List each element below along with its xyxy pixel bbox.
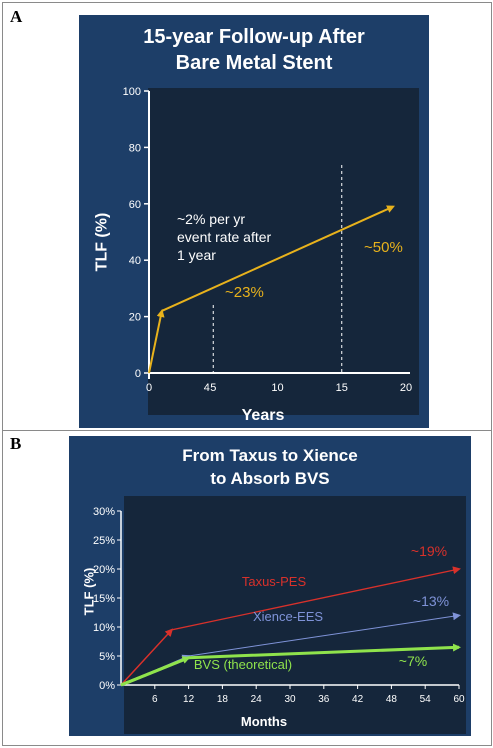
panel-a-letter: A — [10, 7, 23, 26]
rate-note-line-2: event rate after — [177, 229, 272, 245]
series-name-label: BVS (theoretical) — [194, 657, 292, 672]
series-end-label: ~13% — [413, 593, 449, 609]
x-tick-label: 48 — [386, 694, 398, 705]
y-tick-label: 5% — [99, 651, 115, 663]
x-tick-label: 30 — [284, 694, 296, 705]
y-tick-label: 20% — [93, 564, 115, 576]
y-tick-label: 15% — [93, 593, 115, 605]
annotation-23-percent: ~23% — [225, 284, 264, 301]
x-tick-label: 4 — [204, 382, 210, 394]
series-end-label: ~19% — [411, 543, 447, 559]
x-tick-label: 15 — [336, 382, 348, 394]
x-tick-label: 60 — [453, 694, 465, 705]
panel-b-slide: From Taxus to Xience to Absorb BVS 0% 5% 10… — [69, 436, 471, 736]
tlf-segment-late — [161, 205, 395, 312]
x-tick-label: 10 — [271, 382, 283, 394]
panel-a-slide: 15-year Follow-up After Bare Metal Stent … — [79, 15, 429, 428]
series-early-segment-0 — [120, 628, 174, 686]
y-tick-label: 80 — [129, 142, 141, 154]
y-tick-label: 20 — [129, 312, 141, 324]
x-tick-label: 36 — [318, 694, 330, 705]
y-tick-label: 10% — [93, 622, 115, 634]
y-tick-label: 40 — [129, 255, 141, 267]
panel-a-y-axis-label: TLF (%) — [93, 212, 111, 272]
series-name-label: Taxus-PES — [242, 574, 307, 589]
y-tick-label: 0% — [99, 680, 115, 692]
x-tick-label: 12 — [183, 694, 195, 705]
y-tick-label: 60 — [129, 199, 141, 211]
y-tick-label: 25% — [93, 535, 115, 547]
y-tick-label: 0 — [135, 368, 141, 380]
rate-note-line-3: 1 year — [177, 247, 216, 263]
x-tick-label: 0 — [146, 382, 152, 394]
panel-divider — [3, 430, 491, 431]
panel-b-title: From Taxus to Xience to Absorb BVS — [182, 446, 358, 488]
panel-b-x-axis-label: Months — [240, 714, 288, 729]
tlf-segment-early — [148, 309, 165, 374]
y-tick-label: 100 — [123, 86, 141, 98]
series-name-label: Xience-EES — [253, 609, 323, 624]
panel-a-x-axis-label: Years — [241, 407, 285, 424]
series-end-label: ~7% — [399, 653, 427, 669]
x-tick-label: 20 — [400, 382, 412, 394]
panel-a-plot-area — [148, 88, 419, 415]
x-tick-label: 6 — [152, 694, 158, 705]
panel-b-plot-area — [124, 496, 466, 734]
panel-a-rate-note: ~2% per yr event rate after 1 year — [177, 210, 271, 264]
panel-b-chart: 0% 5% 10% 15% 20% 25% 30% 6 12 18 24 30 36 42 48 54 60 Ta… — [93, 506, 465, 705]
panel-a-title: 15-year Follow-up After Bare Metal Stent — [143, 26, 365, 74]
x-tick-label: 54 — [420, 694, 432, 705]
y-tick-label: 30% — [93, 506, 115, 518]
x-tick-label: 24 — [251, 694, 263, 705]
panel-b-y-axis-label: TLF (%) — [81, 567, 97, 616]
panel-b-letter: B — [10, 434, 22, 453]
x-tick-label: 42 — [352, 694, 364, 705]
x-tick-label: 18 — [217, 694, 229, 705]
x-tick-label: 5 — [210, 382, 216, 394]
panel-a-chart: 0 20 40 60 80 100 0 4 5 10 15 20 ~23% ~50% — [123, 86, 412, 394]
annotation-50-percent: ~50% — [364, 239, 403, 256]
series-early-segment-2 — [120, 656, 191, 687]
rate-note-line-1: ~2% per yr — [177, 211, 246, 227]
